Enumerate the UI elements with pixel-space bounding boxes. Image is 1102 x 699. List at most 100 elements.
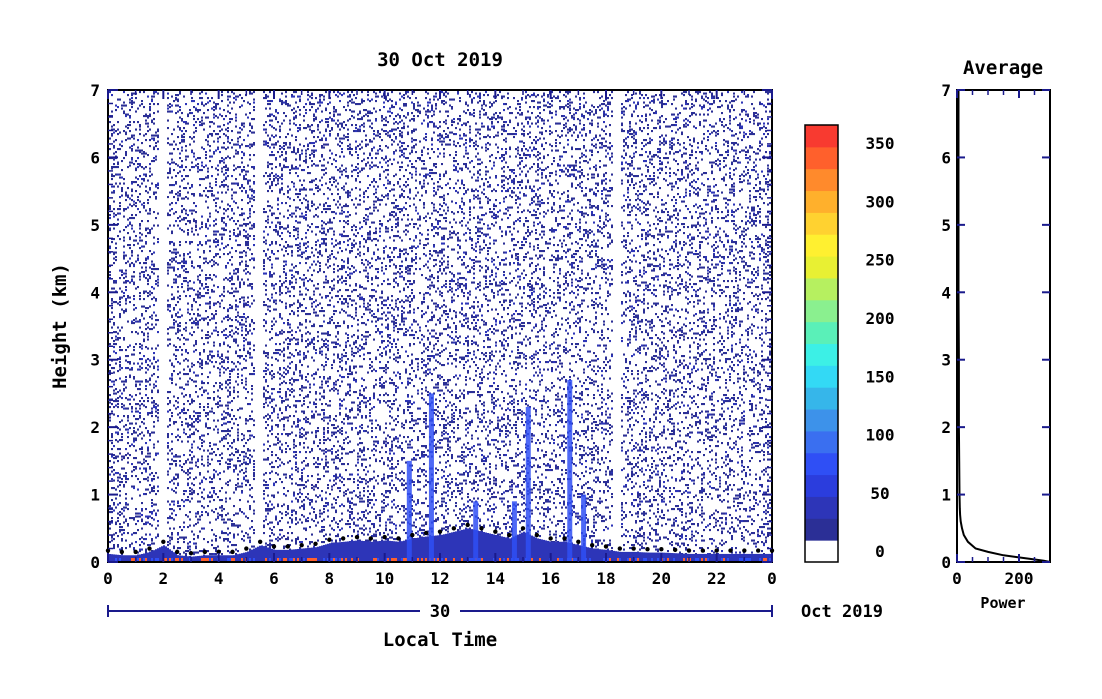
- heatmap-cell: [173, 500, 175, 503]
- heatmap-cell: [297, 127, 299, 130]
- heatmap-cell: [185, 373, 187, 376]
- heatmap-cell: [245, 320, 247, 323]
- heatmap-cell: [239, 464, 241, 467]
- heatmap-cell: [199, 362, 201, 365]
- heatmap-cell: [293, 266, 295, 269]
- heatmap-cell: [303, 503, 305, 506]
- heatmap-cell: [167, 142, 169, 145]
- heatmap-cell: [313, 254, 315, 257]
- heatmap-cell: [187, 526, 189, 529]
- heatmap-cell: [251, 253, 253, 256]
- heatmap-cell: [275, 143, 277, 146]
- heatmap-cell: [175, 332, 177, 335]
- heatmap-cell: [209, 100, 211, 103]
- heatmap-cell: [315, 466, 317, 469]
- heatmap-cell: [211, 361, 213, 364]
- heatmap-cell: [111, 128, 113, 131]
- heatmap-cell: [193, 455, 195, 458]
- heatmap-cell: [247, 449, 249, 452]
- heatmap-cell: [179, 322, 181, 325]
- heatmap-cell: [133, 181, 135, 184]
- heatmap-cell: [279, 353, 281, 356]
- heatmap-cell: [301, 493, 303, 496]
- heatmap-cell: [297, 206, 299, 209]
- heatmap-cell: [213, 314, 215, 317]
- heatmap-cell: [267, 487, 269, 490]
- heatmap-cell: [201, 122, 203, 125]
- heatmap-cell: [277, 442, 279, 445]
- heatmap-cell: [265, 95, 267, 98]
- heatmap-cell: [245, 224, 247, 227]
- heatmap-cell: [227, 137, 229, 140]
- heatmap-cell: [133, 377, 135, 380]
- heatmap-cell: [265, 508, 267, 511]
- heatmap-cell: [313, 343, 315, 346]
- heatmap-cell: [309, 278, 311, 281]
- heatmap-cell: [147, 202, 149, 205]
- heatmap-cell: [241, 374, 243, 377]
- heatmap-cell: [313, 308, 315, 311]
- heatmap-cell: [227, 458, 229, 461]
- heatmap-cell: [177, 455, 179, 458]
- heatmap-cell: [203, 389, 205, 392]
- heatmap-cell: [265, 367, 267, 370]
- heatmap-cell: [147, 397, 149, 400]
- heatmap-cell: [275, 436, 277, 439]
- heatmap-cell: [313, 119, 315, 122]
- heatmap-cell: [231, 287, 233, 290]
- heatmap-cell: [273, 299, 275, 302]
- heatmap-cell: [317, 487, 319, 490]
- heatmap-cell: [207, 403, 209, 406]
- heatmap-cell: [113, 340, 115, 343]
- heatmap-cell: [245, 268, 247, 271]
- heatmap-cell: [309, 181, 311, 184]
- heatmap-cell: [285, 448, 287, 451]
- heatmap-cell: [179, 547, 181, 550]
- heatmap-cell: [265, 509, 267, 512]
- heatmap-cell: [313, 155, 315, 158]
- heatmap-cell: [233, 269, 235, 272]
- heatmap-cell: [173, 259, 175, 262]
- heatmap-cell: [217, 517, 219, 520]
- heatmap-cell: [217, 239, 219, 242]
- heatmap-cell: [215, 218, 217, 221]
- heatmap-cell: [157, 110, 159, 113]
- heatmap-cell: [137, 332, 139, 335]
- heatmap-cell: [183, 490, 185, 493]
- heatmap-cell: [275, 299, 277, 302]
- heatmap-cell: [245, 170, 247, 173]
- heatmap-cell: [293, 91, 295, 94]
- heatmap-cell: [173, 307, 175, 310]
- heatmap-cell: [175, 211, 177, 214]
- heatmap-cell: [319, 262, 321, 265]
- heatmap-cell: [279, 212, 281, 215]
- heatmap-cell: [265, 220, 267, 223]
- heatmap-cell: [275, 481, 277, 484]
- heatmap-cell: [235, 182, 237, 185]
- heatmap-cell: [263, 259, 265, 262]
- heatmap-cell: [265, 142, 267, 145]
- heatmap-cell: [245, 191, 247, 194]
- heatmap-cell: [299, 254, 301, 257]
- heatmap-cell: [305, 127, 307, 130]
- heatmap-cell: [233, 389, 235, 392]
- heatmap-cell: [249, 283, 251, 286]
- heatmap-cell: [189, 487, 191, 490]
- heatmap-cell: [301, 427, 303, 430]
- heatmap-cell: [175, 274, 177, 277]
- heatmap-cell: [231, 292, 233, 295]
- heatmap-cell: [153, 193, 155, 196]
- heatmap-cell: [281, 400, 283, 403]
- heatmap-cell: [291, 478, 293, 481]
- heatmap-cell: [179, 254, 181, 257]
- heatmap-cell: [319, 448, 321, 451]
- heatmap-cell: [185, 490, 187, 493]
- heatmap-cell: [305, 194, 307, 197]
- heatmap-cell: [265, 344, 267, 347]
- heatmap-cell: [143, 167, 145, 170]
- heatmap-cell: [297, 424, 299, 427]
- heatmap-cell: [209, 452, 211, 455]
- heatmap-cell: [221, 418, 223, 421]
- heatmap-cell: [303, 484, 305, 487]
- heatmap-cell: [277, 182, 279, 185]
